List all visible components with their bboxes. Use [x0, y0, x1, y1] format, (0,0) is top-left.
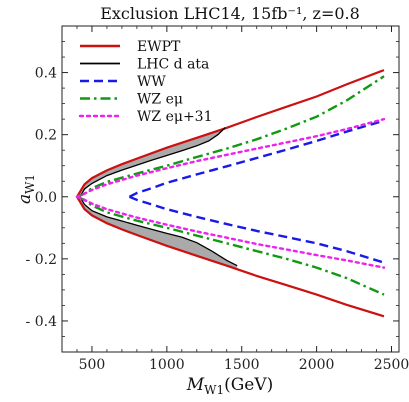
series-3-lower-curve: [76, 195, 385, 296]
plot-area: [75, 69, 386, 318]
x-tick-label: 2500: [374, 357, 409, 373]
x-axis-label-unit: (GeV): [224, 375, 273, 395]
x-tick-label: 500: [79, 357, 106, 373]
x-axis-label: MW1(GeV): [186, 375, 274, 397]
series-1-upper-curve: [79, 127, 226, 198]
x-tick-label: 1500: [224, 357, 260, 373]
y-axis-label-main: a: [15, 194, 35, 204]
series-0-upper-curve: [76, 69, 385, 198]
legend-label-1: LHC d ata: [137, 57, 209, 73]
series-lines: [75, 69, 386, 318]
x-axis-label-sub: W1: [204, 383, 224, 397]
y-tick-label: 0.0: [35, 190, 57, 206]
shaded-regions: [77, 127, 238, 270]
y-tick-label: 0.2: [35, 128, 57, 144]
axis-ticks: 500 1000 1500 2000 2500 0.4 0.2 0.0 - 0.2 - 0.4: [26, 26, 409, 373]
series-1-lower-curve: [79, 196, 238, 267]
series-4-upper-curve: [75, 117, 386, 199]
chart-title: Exclusion LHC14, 15fb⁻¹, z=0.8: [100, 4, 360, 23]
legend-label-2: WW: [137, 74, 166, 90]
y-axis-label-sub: W1: [23, 174, 37, 194]
y-tick-label: - 0.4: [26, 314, 58, 330]
plot-frame: [61, 25, 400, 353]
series-4-lower-curve: [75, 195, 386, 269]
y-tick-label: 0.4: [35, 66, 57, 82]
y-axis-label: aW1: [15, 174, 37, 204]
x-tick-label: 2000: [299, 357, 335, 373]
y-tick-label: - 0.2: [26, 252, 57, 268]
x-tick-label: 1000: [149, 357, 185, 373]
series-3-upper-curve: [76, 75, 385, 198]
legend-label-3: WZ eμ: [137, 92, 183, 108]
shaded-region-lower: [77, 196, 238, 270]
legend-label-4: WZ eμ+31: [137, 109, 213, 125]
series-2-upper-curve: [128, 119, 385, 198]
legend-label-0: EWPT: [137, 39, 181, 55]
series-2-lower-curve: [128, 195, 385, 264]
series-0-lower-curve: [76, 196, 385, 318]
shaded-region-upper: [77, 127, 226, 197]
x-axis-label-main: M: [186, 375, 205, 395]
